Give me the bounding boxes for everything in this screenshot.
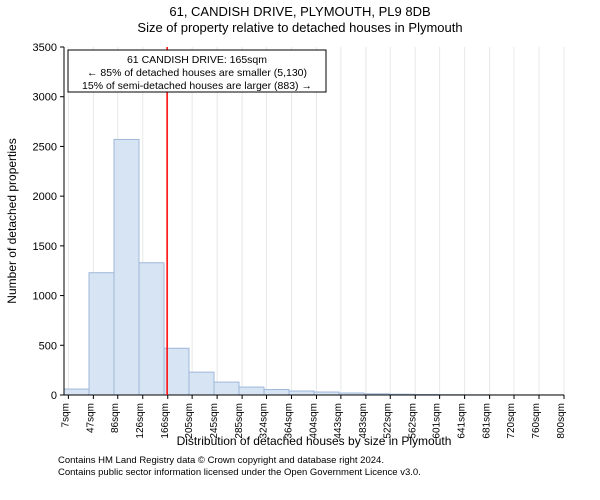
x-tick-label: 7sqm: [60, 403, 71, 427]
x-tick-label: 641sqm: [457, 403, 468, 439]
x-tick-label: 720sqm: [506, 403, 517, 439]
y-tick-label: 3500: [33, 42, 57, 54]
chart-container: 0 500 1000 1500 2000 2500 3000 3500 7sqm 47sqm 86s…: [0, 37, 600, 449]
histogram-bar: [139, 263, 164, 395]
page-title-line2: Size of property relative to detached ho…: [0, 19, 600, 37]
y-tick-label: 2500: [33, 141, 57, 153]
x-tick-label: 126sqm: [135, 403, 146, 439]
x-tick-label: 86sqm: [110, 403, 121, 433]
y-axis-label: Number of detached properties: [5, 138, 19, 303]
footer-line1: Contains HM Land Registry data © Crown c…: [58, 455, 600, 467]
histogram-bar: [114, 139, 139, 395]
histogram-chart: 0 500 1000 1500 2000 2500 3000 3500 7sqm 47sqm 86s…: [0, 37, 600, 449]
annotation-line: ← 85% of detached houses are smaller (5,…: [87, 67, 307, 79]
y-tick-label: 500: [39, 340, 57, 352]
x-tick-label: 47sqm: [85, 403, 96, 433]
histogram-bar: [89, 273, 114, 395]
histogram-bar: [64, 389, 89, 395]
annotation-line: 61 CANDISH DRIVE: 165sqm: [127, 54, 267, 66]
footer: Contains HM Land Registry data © Crown c…: [0, 449, 600, 479]
footer-line2: Contains public sector information licen…: [58, 467, 600, 479]
annotation-line: 15% of semi-detached houses are larger (…: [82, 80, 312, 92]
histogram-bar: [289, 391, 314, 395]
x-tick-label: 166sqm: [160, 403, 171, 439]
y-tick-label: 1000: [33, 291, 57, 303]
y-tick-label: 1500: [33, 241, 57, 253]
histogram-bar: [264, 390, 289, 395]
histogram-bar: [189, 372, 214, 395]
y-tick-label: 0: [51, 390, 57, 402]
x-tick-label: 760sqm: [531, 403, 542, 439]
y-tick-label: 3000: [33, 92, 57, 104]
histogram-bar: [239, 387, 264, 395]
x-tick-label: 800sqm: [556, 403, 567, 439]
histogram-bar: [214, 382, 239, 395]
x-axis-label: Distribution of detached houses by size …: [177, 434, 452, 448]
page-title-line1: 61, CANDISH DRIVE, PLYMOUTH, PL9 8DB: [0, 0, 600, 19]
x-tick-label: 681sqm: [482, 403, 493, 439]
y-tick-label: 2000: [33, 191, 57, 203]
